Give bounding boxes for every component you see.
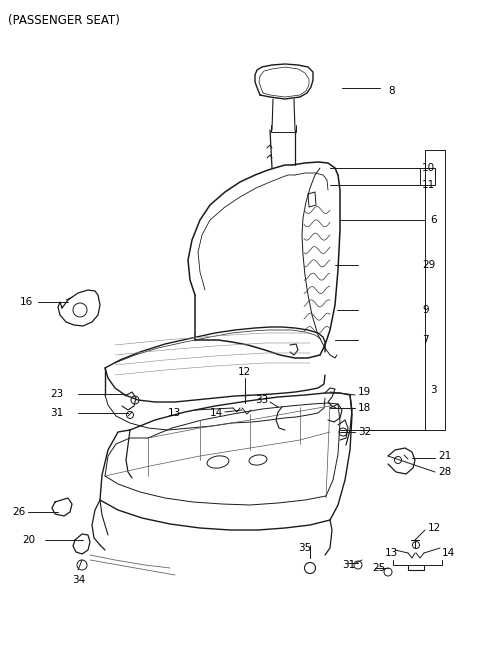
- Text: 23: 23: [50, 389, 63, 399]
- Text: 33: 33: [255, 395, 268, 405]
- Text: 9: 9: [422, 305, 429, 315]
- Text: 7: 7: [422, 335, 429, 345]
- Text: 32: 32: [358, 427, 371, 437]
- Text: 35: 35: [298, 543, 311, 553]
- Text: 28: 28: [438, 467, 451, 477]
- Text: 20: 20: [22, 535, 35, 545]
- Text: 12: 12: [428, 523, 441, 533]
- Text: 3: 3: [430, 385, 437, 395]
- Text: 25: 25: [372, 563, 385, 573]
- Text: 6: 6: [430, 215, 437, 225]
- Text: 10: 10: [422, 163, 435, 173]
- Text: 13: 13: [168, 408, 181, 418]
- Text: 16: 16: [20, 297, 33, 307]
- Text: 31: 31: [342, 560, 355, 570]
- Text: 14: 14: [210, 408, 223, 418]
- Text: 29: 29: [422, 260, 435, 270]
- Text: 21: 21: [438, 451, 451, 461]
- Text: 18: 18: [358, 403, 371, 413]
- Text: 34: 34: [72, 575, 85, 585]
- Text: (PASSENGER SEAT): (PASSENGER SEAT): [8, 14, 120, 27]
- Text: 31: 31: [50, 408, 63, 418]
- Text: 8: 8: [388, 86, 395, 96]
- Text: 13: 13: [385, 548, 398, 558]
- Text: 11: 11: [422, 180, 435, 190]
- Text: 12: 12: [238, 367, 251, 377]
- Text: 26: 26: [12, 507, 25, 517]
- Text: 14: 14: [442, 548, 455, 558]
- Text: 19: 19: [358, 387, 371, 397]
